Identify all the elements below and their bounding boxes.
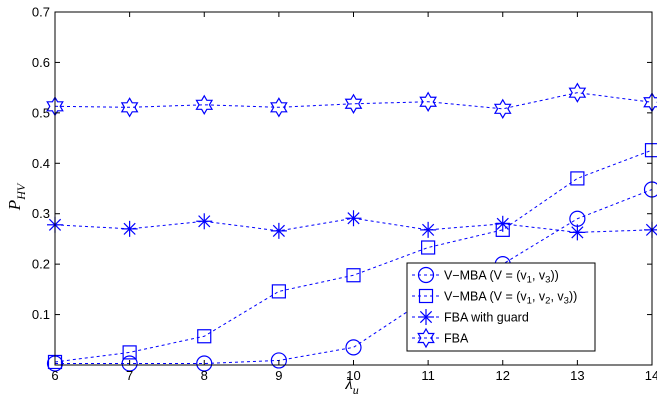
series-4-point (195, 94, 214, 115)
y-tick-label: 0.3 (32, 206, 50, 221)
series-3-point (420, 221, 437, 238)
series-3-point (494, 215, 511, 232)
series-4-point (493, 98, 512, 120)
x-tick-label: 10 (346, 368, 360, 383)
series-1-line (55, 189, 653, 364)
legend-marker (418, 309, 434, 325)
series-2-point (271, 284, 286, 299)
series-2-point (122, 345, 137, 360)
series-2-point (421, 240, 436, 255)
series-1-point (121, 355, 138, 372)
x-tick-label: 6 (51, 368, 58, 383)
x-tick-label: 12 (496, 368, 510, 383)
series-4-point (419, 91, 437, 112)
legend-label: FBA with guard (444, 311, 529, 325)
legend-label: V−MBA (V = (v1, v3)) (444, 269, 559, 286)
series-4-point (120, 97, 139, 118)
series-4-point (270, 97, 288, 118)
y-axis-label-sub: HV (14, 182, 28, 201)
y-tick-label: 0.4 (32, 156, 50, 171)
x-tick-label: 7 (126, 368, 133, 383)
y-tick-label: 0.1 (32, 307, 50, 322)
x-axis-label: λu (344, 374, 358, 397)
legend-label: FBA (444, 332, 469, 346)
x-tick-label: 8 (201, 368, 208, 383)
y-tick-label: 0.2 (32, 257, 50, 272)
x-tick-label: 9 (275, 368, 282, 383)
series-3-point (121, 220, 138, 237)
series-2-point (197, 329, 212, 344)
series-2-point (346, 268, 361, 283)
legend-marker (418, 288, 434, 304)
series-3-point (270, 222, 287, 239)
y-axis-label-main: P (5, 200, 24, 211)
legend-marker (417, 266, 435, 284)
y-tick-label: 0.6 (32, 55, 50, 70)
series-4-point (344, 93, 363, 114)
series-1-point (196, 355, 213, 372)
axes: 6 7 8 9 10 11 12 13 14 0.1 0.2 0.3 0.4 0.5 0.6 0.7 (32, 5, 657, 384)
legend-entry: V−MBA (V = (v1, v2, v3)) (412, 288, 577, 307)
x-tick-label: 13 (570, 368, 584, 383)
legend-label: V−MBA (V = (v1, v2, v3)) (444, 290, 577, 307)
x-axis-label-main: λ (344, 374, 352, 393)
series-4-line (54, 92, 653, 110)
x-tick-label: 14 (645, 368, 657, 383)
y-tick-label: 0.7 (32, 5, 50, 20)
legend-entry: V−MBA (V = (v1, v3)) (412, 266, 559, 286)
x-tick-label: 11 (421, 368, 435, 383)
series-3-point (196, 213, 213, 230)
series-2-point (570, 171, 585, 186)
legend-entry: FBA (412, 327, 469, 349)
y-axis-label: PHV (5, 182, 28, 211)
legend-box (406, 262, 596, 352)
series-4-point (568, 82, 587, 103)
series-3-point (569, 224, 586, 241)
series-3-point (345, 210, 362, 227)
series-1-point (345, 339, 362, 356)
x-axis-label-sub: u (353, 383, 359, 397)
y-tick-label: 0.5 (32, 105, 50, 120)
legend-marker (417, 327, 435, 349)
legend-entry: FBA with guard (412, 309, 529, 325)
legend: V−MBA (V = (v1, v3)) V−MBA (V = (v1, v2, … (406, 262, 596, 352)
series-1-point (270, 352, 287, 369)
